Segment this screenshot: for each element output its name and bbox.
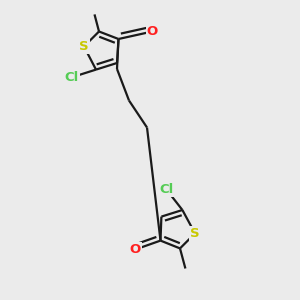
- Text: S: S: [79, 40, 89, 53]
- Text: O: O: [147, 25, 158, 38]
- Text: Cl: Cl: [64, 71, 79, 84]
- Text: S: S: [190, 227, 200, 240]
- Text: O: O: [129, 243, 141, 256]
- Text: Cl: Cl: [159, 183, 174, 196]
